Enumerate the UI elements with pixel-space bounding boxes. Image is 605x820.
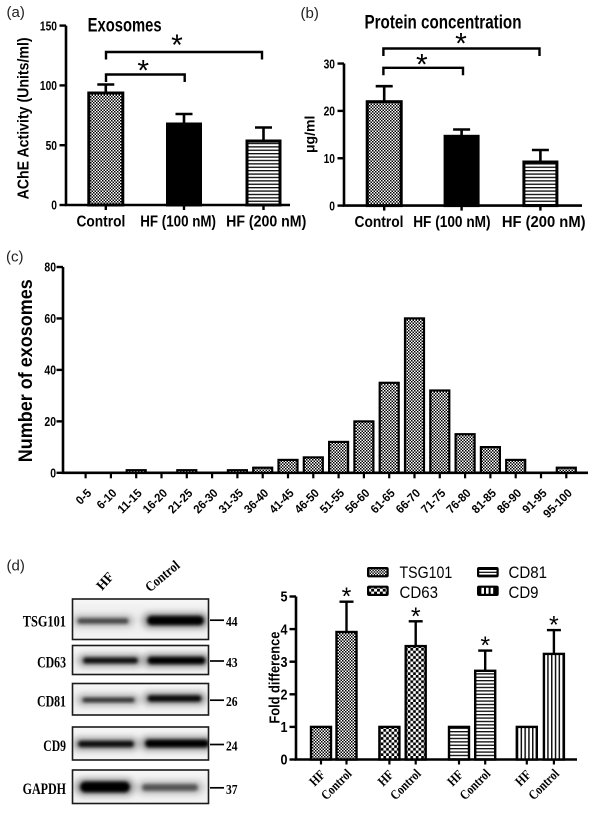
svg-text:0: 0 — [281, 753, 288, 769]
svg-text:*: * — [549, 612, 559, 640]
svg-text:TSG101: TSG101 — [23, 614, 66, 631]
svg-text:24: 24 — [226, 739, 238, 754]
svg-text:37: 37 — [226, 782, 238, 797]
svg-text:150: 150 — [40, 18, 57, 33]
svg-text:CD81: CD81 — [509, 563, 548, 582]
svg-text:*: * — [411, 603, 421, 631]
svg-text:(c): (c) — [6, 249, 24, 266]
svg-text:HF (200 nM): HF (200 nM) — [226, 214, 306, 231]
svg-text:CD9: CD9 — [43, 738, 66, 755]
svg-text:(a): (a) — [7, 4, 25, 21]
svg-text:0: 0 — [329, 198, 335, 213]
svg-text:Protein concentration: Protein concentration — [365, 13, 522, 34]
svg-text:40: 40 — [44, 363, 56, 378]
svg-text:Number of exosomes: Number of exosomes — [15, 279, 37, 462]
svg-text:3: 3 — [281, 655, 288, 671]
svg-text:*: * — [342, 583, 352, 611]
svg-text:60: 60 — [44, 311, 56, 326]
svg-text:AChE Activity (Units/ml): AChE Activity (Units/ml) — [16, 37, 33, 199]
svg-text:HF (100 nM): HF (100 nM) — [140, 214, 216, 231]
svg-text:2: 2 — [281, 688, 288, 704]
svg-text:(d): (d) — [7, 558, 25, 575]
svg-text:HF (100 nM): HF (100 nM) — [413, 214, 490, 231]
svg-text:*: * — [137, 55, 149, 88]
svg-text:Exosomes: Exosomes — [88, 16, 162, 37]
svg-text:100: 100 — [40, 78, 57, 93]
svg-text:CD9: CD9 — [509, 583, 539, 602]
svg-text:μg/ml: μg/ml — [303, 116, 318, 154]
svg-text:50: 50 — [46, 138, 57, 153]
svg-text:20: 20 — [324, 104, 335, 119]
svg-text:(b): (b) — [301, 5, 319, 22]
svg-text:5: 5 — [281, 590, 288, 606]
svg-text:CD63: CD63 — [400, 583, 439, 602]
svg-text:Fold difference: Fold difference — [267, 632, 284, 724]
svg-text:GAPDH: GAPDH — [23, 781, 67, 798]
svg-text:26: 26 — [226, 694, 238, 709]
svg-text:*: * — [171, 29, 183, 62]
svg-text:30: 30 — [324, 56, 335, 71]
svg-text:TSG101: TSG101 — [400, 563, 453, 582]
svg-text:10: 10 — [324, 151, 335, 166]
svg-text:0: 0 — [50, 466, 56, 481]
svg-text:80: 80 — [44, 260, 56, 275]
svg-text:HF (200 nM): HF (200 nM) — [502, 214, 586, 231]
svg-text:1: 1 — [281, 720, 288, 736]
svg-text:*: * — [416, 49, 428, 82]
svg-text:*: * — [480, 632, 490, 660]
svg-text:20: 20 — [44, 414, 56, 429]
svg-text:0: 0 — [51, 198, 57, 213]
svg-text:Control: Control — [77, 214, 126, 231]
svg-text:CD81: CD81 — [37, 694, 66, 711]
svg-text:CD63: CD63 — [37, 654, 66, 671]
svg-text:44: 44 — [226, 614, 238, 629]
svg-text:Control: Control — [355, 214, 404, 231]
svg-text:4: 4 — [281, 622, 288, 638]
svg-text:43: 43 — [226, 655, 238, 670]
svg-text:*: * — [455, 27, 467, 60]
